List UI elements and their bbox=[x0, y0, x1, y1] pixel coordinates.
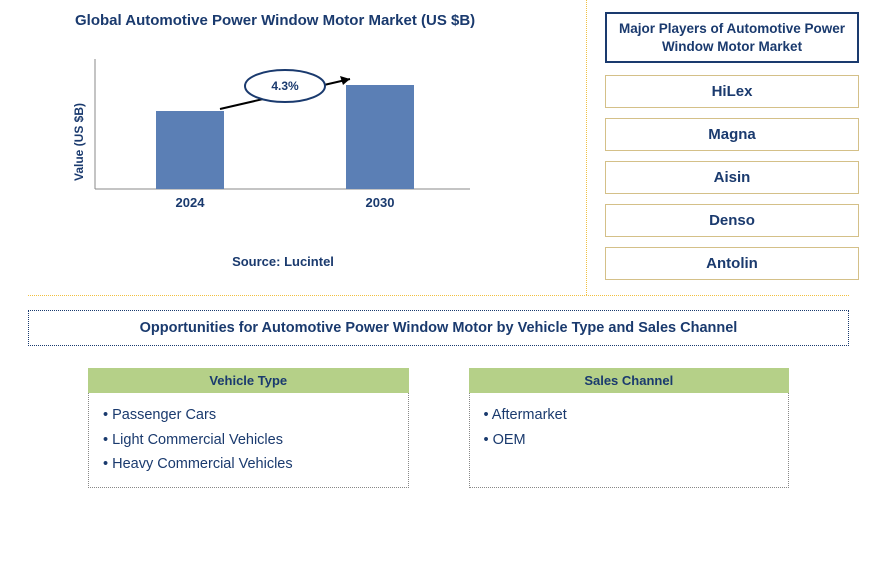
source-label: Source: Lucintel bbox=[30, 254, 576, 269]
players-title: Major Players of Automotive Power Window… bbox=[605, 12, 859, 63]
opportunity-column: Sales Channel• Aftermarket• OEM bbox=[469, 368, 790, 488]
list-item: • Aftermarket bbox=[484, 403, 775, 428]
player-item: Antolin bbox=[605, 247, 859, 280]
list-item: • OEM bbox=[484, 428, 775, 453]
column-body: • Aftermarket• OEM bbox=[469, 393, 790, 488]
svg-text:2024: 2024 bbox=[176, 195, 206, 210]
column-header: Sales Channel bbox=[469, 368, 790, 393]
svg-text:4.3%: 4.3% bbox=[271, 79, 299, 93]
opportunity-column: Vehicle Type• Passenger Cars• Light Comm… bbox=[88, 368, 409, 488]
column-header: Vehicle Type bbox=[88, 368, 409, 393]
players-panel: Major Players of Automotive Power Window… bbox=[587, 0, 877, 295]
player-item: HiLex bbox=[605, 75, 859, 108]
list-item: • Heavy Commercial Vehicles bbox=[103, 452, 394, 477]
list-item: • Light Commercial Vehicles bbox=[103, 428, 394, 453]
bar-chart: 2024 2030 4.3% bbox=[50, 54, 470, 219]
player-item: Aisin bbox=[605, 161, 859, 194]
player-item: Magna bbox=[605, 118, 859, 151]
column-body: • Passenger Cars• Light Commercial Vehic… bbox=[88, 393, 409, 488]
opportunities-title: Opportunities for Automotive Power Windo… bbox=[28, 310, 849, 346]
y-axis-label: Value (US $B) bbox=[72, 103, 86, 181]
list-item: • Passenger Cars bbox=[103, 403, 394, 428]
player-item: Denso bbox=[605, 204, 859, 237]
chart-panel: Global Automotive Power Window Motor Mar… bbox=[0, 0, 587, 295]
svg-text:2030: 2030 bbox=[366, 195, 395, 210]
chart-title: Global Automotive Power Window Motor Mar… bbox=[75, 12, 576, 29]
